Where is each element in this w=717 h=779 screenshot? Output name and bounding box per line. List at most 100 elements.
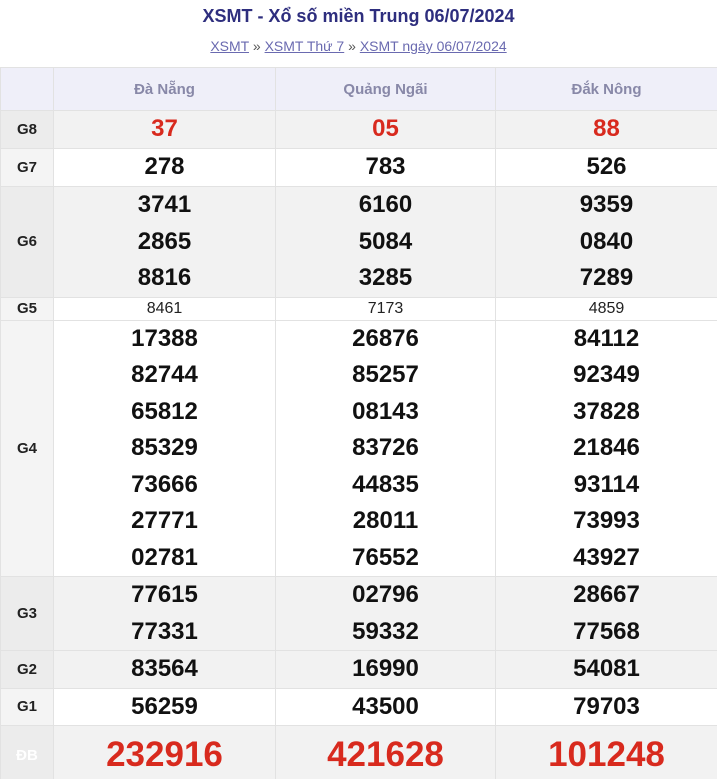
prize-number: 8816 (137, 264, 192, 291)
prize-cell: 526 (495, 148, 717, 187)
prize-number: 8461 (146, 300, 183, 317)
prize-number: 5084 (358, 227, 413, 255)
prize-cell: 9359 0840 7289 (495, 186, 717, 298)
prize-cell: 79703 (495, 687, 717, 726)
prize-label: G3 (0, 576, 54, 651)
prize-cell: 77615 77331 (53, 576, 276, 651)
prize-cell: 43500 (275, 687, 496, 726)
prize-number: 02781 (131, 543, 198, 571)
prize-number: 783 (365, 153, 406, 181)
prize-number: 83564 (131, 655, 198, 682)
prize-cell: 26876 85257 08143 83726 44835 28011 76552 (275, 319, 496, 577)
prize-number: 7289 (579, 264, 634, 291)
prize-number: 59332 (352, 617, 419, 645)
prize-number: 43500 (352, 692, 419, 720)
prize-number: 73666 (131, 470, 198, 498)
prize-number: 37 (151, 115, 178, 143)
prize-row: G1 56259 43500 79703 (0, 687, 717, 726)
prize-number: 3285 (358, 264, 413, 291)
prize-number: 28667 (573, 581, 640, 608)
prize-number: 421628 (327, 735, 444, 774)
prize-number: 85257 (352, 361, 419, 388)
prize-row: G7 278 783 526 (0, 148, 717, 187)
prize-number: 21846 (573, 434, 640, 461)
prize-number: 82744 (131, 361, 198, 388)
prize-number: 232916 (106, 735, 223, 774)
prize-row: G2 83564 16990 54081 (0, 650, 717, 689)
prize-number: 54081 (573, 655, 640, 682)
breadcrumb-link[interactable]: XSMT Thứ 7 (264, 38, 345, 54)
prize-number: 7173 (367, 300, 404, 317)
breadcrumb-link[interactable]: XSMT ngày 06/07/2024 (359, 38, 507, 54)
prize-number: 84112 (573, 324, 640, 352)
prize-cell: 6160 5084 3285 (275, 186, 496, 298)
prize-number: 08143 (352, 397, 419, 425)
prize-label: G6 (0, 186, 54, 298)
prize-number: 77615 (131, 581, 198, 608)
prize-cell: 56259 (53, 687, 276, 726)
corner-cell (0, 67, 54, 111)
prize-cell: 28667 77568 (495, 576, 717, 651)
prize-number: 28011 (352, 507, 419, 534)
column-header: Quảng Ngãi (275, 67, 496, 111)
prize-cell: 4859 (495, 296, 717, 321)
breadcrumb-link[interactable]: XSMT (210, 38, 249, 54)
prize-label: G5 (0, 296, 54, 321)
prize-cell: 37 (53, 110, 276, 149)
prize-number: 44835 (352, 470, 419, 498)
prize-cell: 421628 (275, 725, 496, 779)
prize-row: G3 77615 77331 02796 59332 28667 77568 (0, 576, 717, 651)
prize-number: 65812 (131, 397, 198, 425)
prize-label: G1 (0, 687, 54, 726)
prize-cell: 7173 (275, 296, 496, 321)
prize-number: 43927 (573, 543, 640, 571)
prize-row: G8 37 05 88 (0, 110, 717, 149)
prize-number: 02796 (352, 581, 419, 608)
prize-row: ĐB 232916 421628 101248 (0, 725, 717, 779)
prize-number: 73993 (573, 507, 640, 534)
prize-cell: 17388 82744 65812 85329 73666 27771 02781 (53, 319, 276, 577)
prize-number: 6160 (358, 191, 413, 218)
prize-number: 56259 (131, 692, 198, 720)
header-row: Đà Nẵng Quảng Ngãi Đắk Nông (0, 67, 717, 111)
prize-number: 85329 (131, 434, 198, 461)
prize-number: 2865 (137, 227, 192, 255)
prize-cell: 101248 (495, 725, 717, 779)
prize-cell: 8461 (53, 296, 276, 321)
breadcrumbs: XSMT » XSMT Thứ 7 » XSMT ngày 06/07/2024 (210, 38, 507, 54)
prize-number: 05 (372, 115, 399, 143)
results-table: Đà Nẵng Quảng Ngãi Đắk Nông G8 37 05 88 G7 278 7… (0, 67, 717, 779)
prize-cell: 3741 2865 8816 (53, 186, 276, 298)
prize-number: 92349 (573, 361, 640, 388)
prize-cell: 16990 (275, 650, 496, 689)
prize-number: 16990 (352, 655, 419, 682)
prize-cell: 05 (275, 110, 496, 149)
prize-number: 93114 (573, 470, 640, 498)
prize-cell: 783 (275, 148, 496, 187)
prize-number: 77331 (131, 617, 198, 645)
prize-number: 17388 (131, 324, 198, 352)
prize-number: 3741 (137, 191, 192, 218)
prize-label: ĐB (0, 725, 54, 779)
prize-number: 101248 (548, 735, 665, 774)
prize-cell: 278 (53, 148, 276, 187)
prize-number: 79703 (573, 692, 640, 720)
prize-row: G4 17388 82744 65812 85329 73666 27771 02781 268… (0, 319, 717, 577)
header: XSMT - Xổ số miền Trung 06/07/2024 XSMT … (0, 0, 717, 67)
prize-cell: 232916 (53, 725, 276, 779)
column-header: Đà Nẵng (53, 67, 276, 111)
prize-cell: 83564 (53, 650, 276, 689)
prize-label: G7 (0, 148, 54, 187)
prize-number: 88 (593, 115, 620, 143)
prize-label: G4 (0, 319, 54, 577)
prize-cell: 02796 59332 (275, 576, 496, 651)
prize-number: 0840 (579, 227, 634, 255)
prize-number: 37828 (573, 397, 640, 425)
prize-number: 9359 (579, 191, 634, 218)
prize-number: 83726 (352, 434, 419, 461)
column-header: Đắk Nông (495, 67, 717, 111)
prize-row: G5 8461 7173 4859 (0, 296, 717, 321)
prize-row: G6 3741 2865 8816 6160 5084 3285 9359 0840 7289 (0, 186, 717, 298)
prize-cell: 54081 (495, 650, 717, 689)
